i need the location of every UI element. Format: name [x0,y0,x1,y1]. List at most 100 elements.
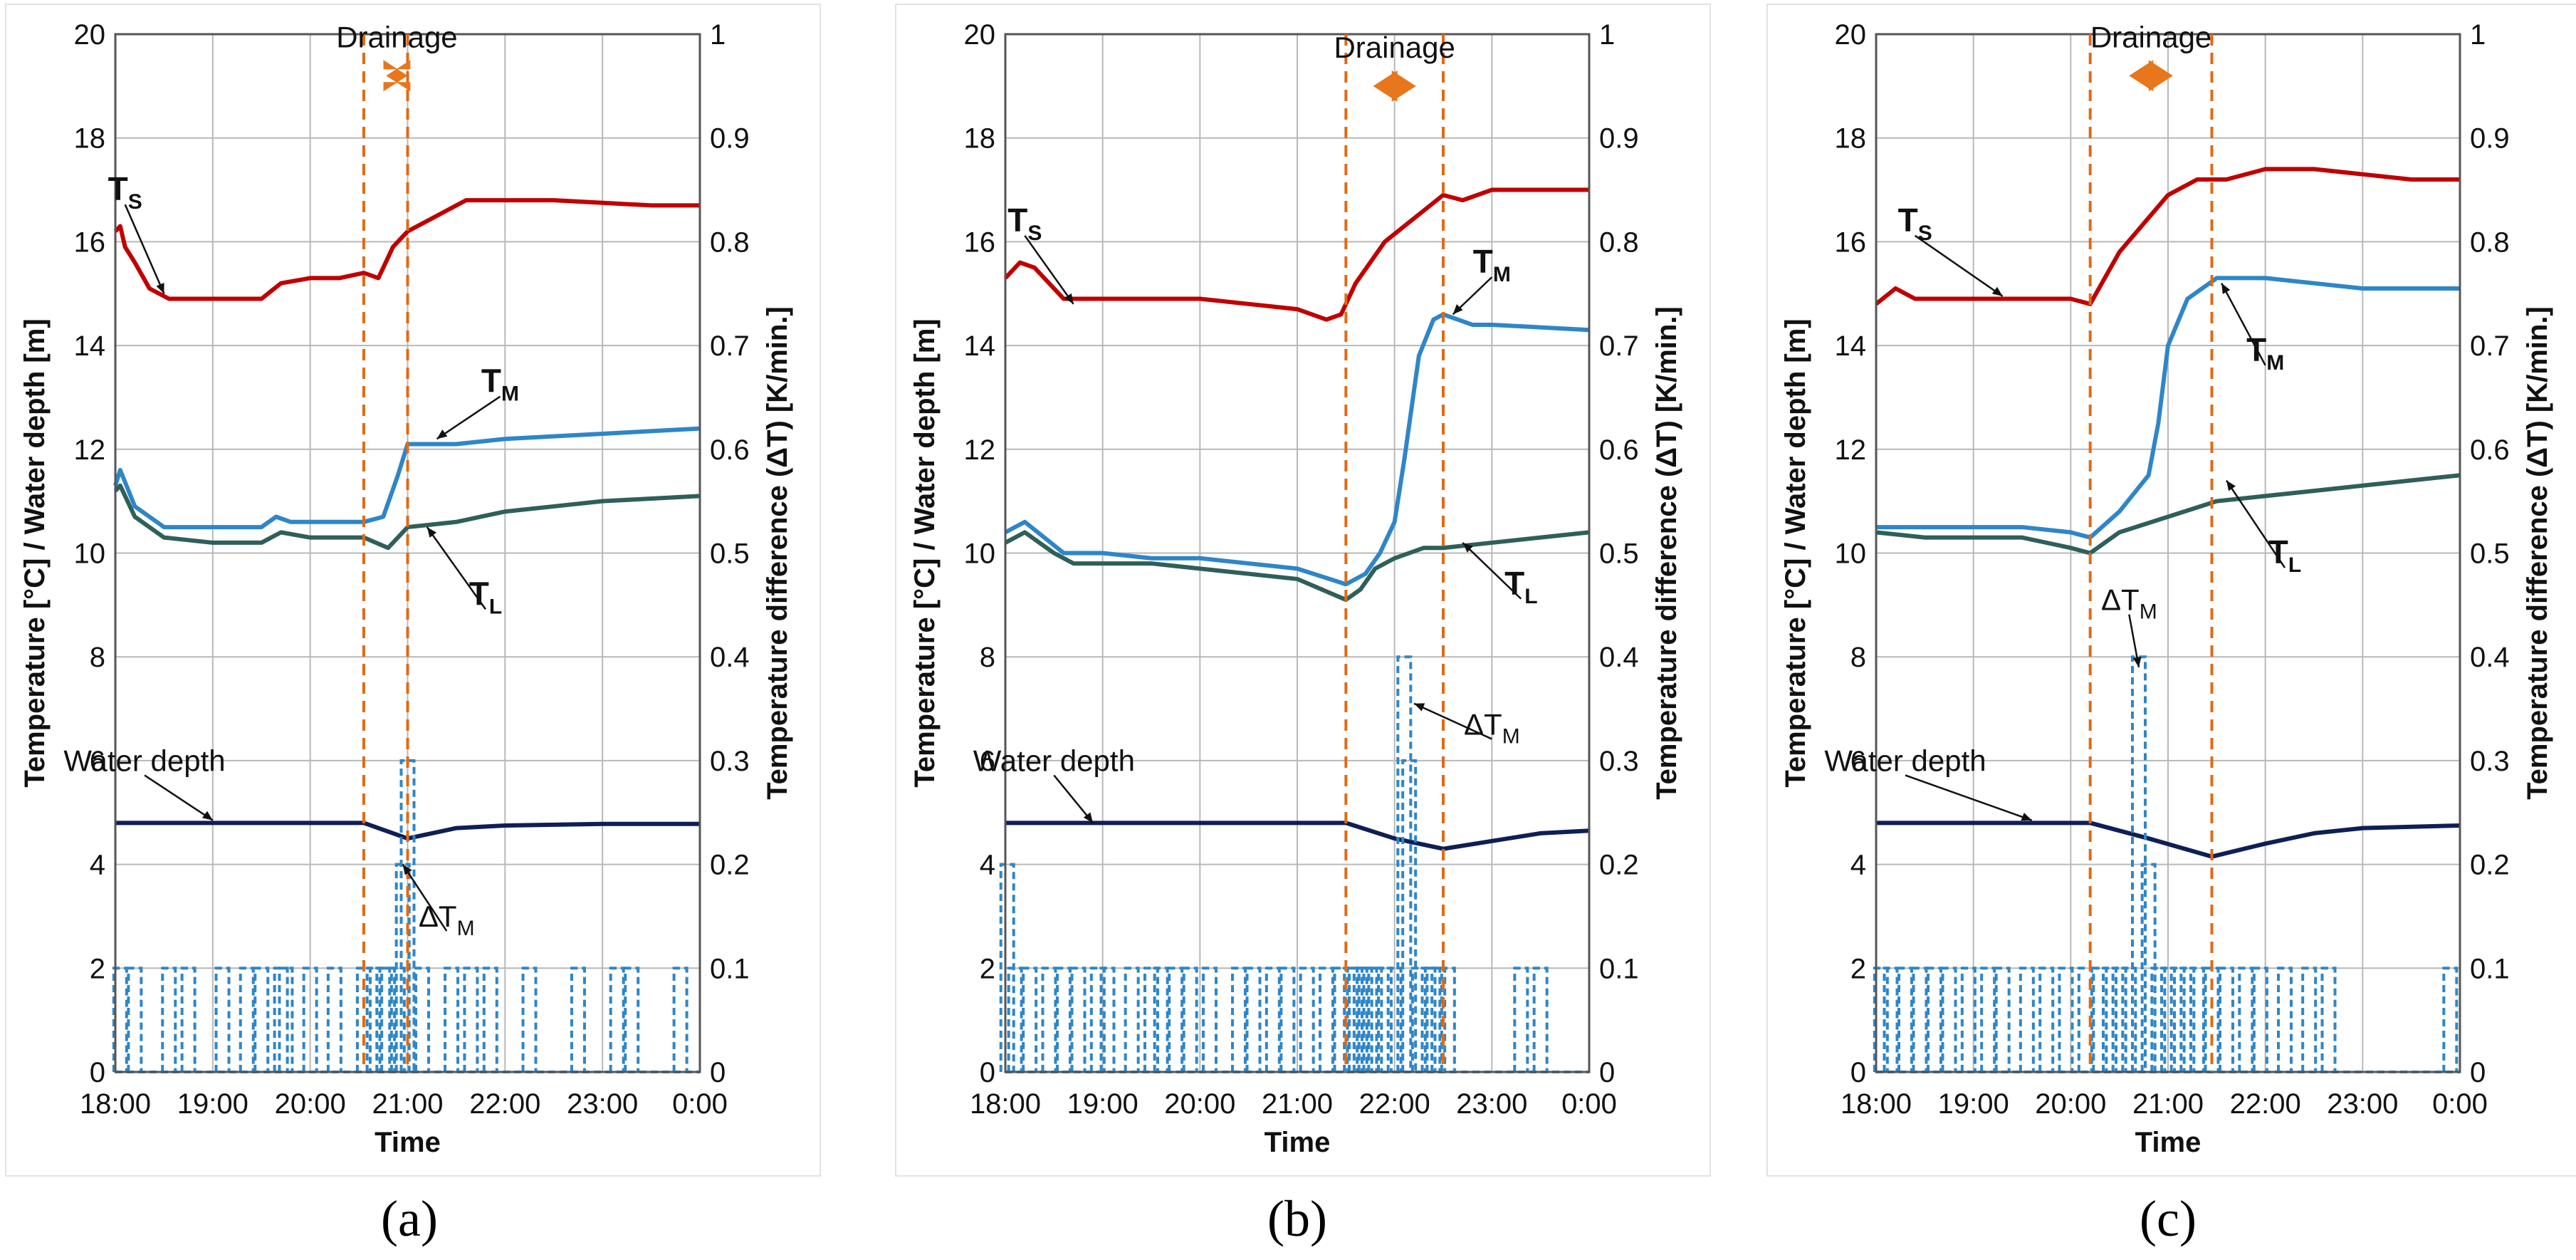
tl-annotation-subscript: L [1524,585,1537,608]
dtm-spike [2121,967,2137,1072]
x-tick: 18:00 [80,1088,151,1120]
y-tick-left: 0 [980,1057,995,1088]
y-tick-left: 8 [980,642,995,673]
dtm-spike [672,967,688,1072]
x-axis-title: Time [1265,1127,1331,1158]
y-tick-right: 0.3 [1599,746,1639,777]
tm-annotation-label: TM [481,363,519,406]
y-tick-left: 8 [90,642,105,673]
dtm-spike [1265,967,1281,1072]
y-tick-right: 0.8 [2470,227,2510,258]
x-tick: 19:00 [1938,1088,2009,1120]
dtm-spike [389,967,406,1072]
tl-annotation-leader [2225,479,2286,568]
dtm-spike [414,967,431,1072]
y-tick-left: 0 [1850,1057,1866,1088]
dtm-spike [278,967,294,1072]
y-tick-left: 20 [1835,19,1867,51]
x-tick: 21:00 [2132,1088,2204,1120]
dtm-annotation-label: ΔTM [2101,583,2157,624]
water-depth-annotation-arrowhead [201,811,213,821]
dtm-spike [214,967,231,1072]
dtm-spike [2111,967,2127,1072]
dtm-spike [521,967,538,1072]
dtm-annotation-arrowhead [402,864,412,875]
y-tick-left: 4 [980,850,995,881]
tl-annotation-leader [426,526,486,610]
y-tick-right: 0 [1599,1057,1615,1088]
ts-annotation-main: T [1007,202,1027,239]
dtm-spike [1386,967,1403,1072]
dtm-spike [1022,967,1038,1072]
dtm-spike [1362,967,1378,1072]
x-tick: 20:00 [1164,1088,1235,1120]
dtm-spike [380,967,397,1072]
series-water-depth-line [1005,821,1590,851]
tl-annotation-main: T [469,575,489,612]
tm-annotation-arrowhead [1452,304,1463,315]
y-tick-right: 0.3 [710,746,750,777]
dtm-spike [1279,967,1296,1072]
dtm-spike [1089,967,1106,1072]
dtm-spike [1532,967,1549,1072]
dtm-spike [2189,967,2205,1072]
tm-annotation-arrowhead [436,429,448,439]
x-tick: 20:00 [275,1088,346,1120]
dtm-spike [1513,967,1529,1072]
tl-annotation-label: TL [469,575,502,618]
dtm-spike [1007,967,1023,1072]
dtm-spike [394,863,411,1072]
y-tick-right: 0.5 [1599,538,1639,570]
dtm-spike [1994,967,2011,1072]
tl-annotation-main: T [1504,565,1524,602]
series-tm-line [113,426,701,530]
panel-frame [5,4,821,1177]
dtm-spike [1124,967,1140,1072]
y-tick-right: 0.6 [2470,434,2510,466]
dtm-spike [1319,967,1334,1072]
x-tick: 22:00 [1359,1088,1430,1120]
ts-annotation-arrowhead [1991,286,2003,296]
dtm-spike [1425,967,1442,1072]
tm-annotation-main: T [481,363,501,400]
y-tick-right: 0.3 [2470,746,2510,777]
x-tick: 19:00 [177,1088,248,1120]
dtm-spike [1410,967,1427,1072]
y-tick-left: 10 [1835,538,1867,570]
y-tick-right: 0.6 [710,434,750,466]
series-tl-line [113,483,701,551]
water-depth-annotation-main: Water depth [1824,744,1986,777]
panel-label: (b) [1267,1190,1327,1247]
panel-frame [895,4,1711,1177]
dtm-spike [482,967,498,1072]
y-tick-right: 0.7 [2470,330,2510,362]
y-tick-left: 2 [90,953,105,984]
y-tick-left: 18 [74,123,106,155]
y-tick-left: 4 [1850,850,1866,881]
tl-annotation-subscript: L [489,595,502,618]
y-tick-right: 0.4 [2470,642,2510,673]
y-axis-title-left: Temperature [°C] / Water depth [m] [1780,318,1811,787]
dtm-spike [1873,967,1889,1072]
drainage-label: Drainage [1334,31,1455,64]
dtm-spike [1333,967,1349,1072]
dtm-spike [239,967,255,1072]
tl-annotation-label: TL [1504,565,1537,608]
y-tick-right: 1 [710,19,726,51]
dtm-spike [1231,967,1247,1072]
y-axis-title-right: Temperature difference (ΔT) [K/min.] [762,306,793,800]
drainage-label: Drainage [2090,20,2211,53]
tm-annotation-leader [436,395,501,440]
tl-annotation-main: T [2268,533,2288,571]
y-tick-right: 0.2 [1599,850,1639,881]
y-tick-left: 14 [964,330,996,362]
dtm-spike [1396,655,1413,1072]
dtm-spike [2150,967,2167,1072]
ts-annotation-label: TS [1898,202,1932,245]
y-tick-right: 0.1 [1599,953,1639,984]
dtm-spike [180,967,197,1072]
dtm-spike [2277,967,2293,1072]
dtm-spike [375,967,392,1072]
x-tick: 23:00 [567,1088,638,1120]
